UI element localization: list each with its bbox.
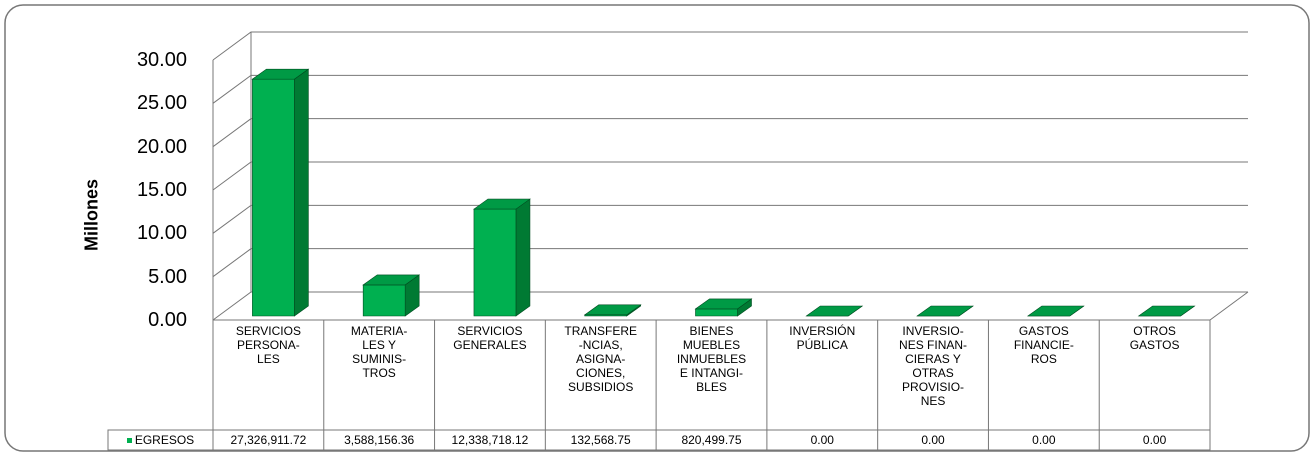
- bar: [916, 305, 974, 317]
- bar-top: [1026, 305, 1085, 317]
- bar-top: [473, 198, 531, 210]
- bar: [805, 305, 864, 317]
- y-tick-label: 25.00: [136, 92, 187, 115]
- bar: [583, 304, 642, 317]
- value-label: 0.00: [921, 433, 945, 447]
- value-label: 27,326,911.72: [230, 433, 307, 447]
- legend-label: EGRESOS: [134, 433, 195, 447]
- bar: [473, 198, 531, 317]
- bar-top: [251, 68, 310, 80]
- y-tick-label: 10.00: [136, 222, 187, 245]
- y-tick-label: 20.00: [136, 135, 187, 158]
- grid-line: [212, 248, 1248, 278]
- value-label: 12,338,718.12: [451, 433, 529, 447]
- value-label: 3,588,156.36: [344, 433, 415, 447]
- bar-top: [362, 274, 421, 286]
- bar-side: [515, 198, 531, 317]
- bar-top: [1137, 305, 1196, 317]
- grid-line: [212, 161, 1248, 191]
- value-label: 820,499.75: [681, 433, 742, 447]
- x-tick-label: OTROS GASTOS: [1129, 324, 1180, 352]
- y-tick-label: 15.00: [136, 179, 187, 201]
- bar-top: [805, 305, 864, 317]
- x-tick-label: GASTOS FINANCIE- ROS: [1013, 324, 1074, 366]
- bar: [362, 274, 421, 317]
- bar-top: [916, 305, 974, 317]
- legend: EGRESOS: [108, 430, 213, 450]
- y-tick-label: 5.00: [148, 265, 187, 288]
- bar-front: [473, 208, 517, 317]
- bar: [251, 68, 310, 317]
- table-border: [212, 319, 1211, 451]
- grid-line: [212, 31, 1248, 61]
- legend-swatch: [126, 438, 132, 444]
- bar-front: [252, 78, 295, 317]
- grid-line: [212, 291, 1248, 321]
- x-tick-label: SERVICIOS PERSONA- LES: [235, 324, 301, 366]
- bar-top: [694, 298, 753, 310]
- x-tick-label: SERVICIOS GENERALES: [453, 324, 527, 352]
- x-tick-label: INVERSIO- NES FINAN- CIERAS Y OTRAS PROV…: [899, 324, 968, 408]
- value-label: 0.00: [1142, 433, 1167, 447]
- x-tick-label: INVERSIÓN PÚBLICA: [789, 324, 856, 352]
- bar: [1026, 305, 1085, 317]
- grid-line: [212, 74, 1248, 104]
- grid-line: [212, 204, 1248, 234]
- y-tick-label: 0.00: [148, 309, 187, 331]
- table-legend-cell: [107, 429, 214, 451]
- grid-line: [212, 118, 1248, 148]
- bar-side: [294, 68, 309, 317]
- bar-front: [362, 284, 406, 317]
- frame: [4, 4, 1310, 452]
- value-label: 0.00: [1032, 433, 1056, 447]
- bar-top: [583, 304, 642, 316]
- bar-front: [695, 308, 738, 317]
- value-label: 0.00: [810, 433, 834, 447]
- y-tick-label: 30.00: [136, 49, 187, 71]
- value-label: 132,568.75: [570, 433, 631, 447]
- x-tick-label: MATERIA- LES Y SUMINIS- TROS: [350, 324, 408, 380]
- x-tick-label: TRANSFERE -NCIAS, ASIGNA- CIONES, SUBSID…: [564, 324, 638, 394]
- bar: [1137, 305, 1196, 317]
- bar: [694, 298, 753, 317]
- x-tick-label: BIENES MUEBLES INMUEBLES E INTANGI- BLES: [676, 324, 747, 394]
